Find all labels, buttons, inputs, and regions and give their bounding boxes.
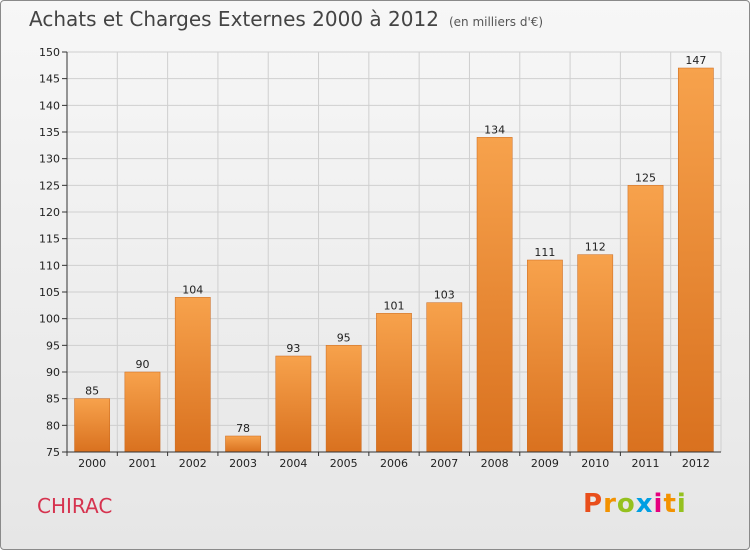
y-tick-label: 115 [39, 233, 60, 246]
bar-value-label: 103 [434, 289, 455, 302]
x-tick-label: 2010 [581, 457, 609, 470]
logo-letter: t [663, 489, 677, 519]
y-tick-label: 140 [39, 99, 60, 112]
bar [476, 137, 513, 453]
bar-value-label: 112 [585, 241, 606, 254]
x-tick-label: 2000 [78, 457, 106, 470]
y-tick-label: 120 [39, 206, 60, 219]
chart-title: Achats et Charges Externes 2000 à 2012 (e… [29, 7, 543, 31]
y-tick-label: 100 [39, 313, 60, 326]
bar [225, 435, 261, 453]
logo-letter: x [635, 489, 654, 519]
bar [74, 398, 111, 453]
x-tick-label: 2011 [632, 457, 660, 470]
x-tick-label: 2001 [128, 457, 156, 470]
logo-letter: i [676, 489, 687, 519]
bar-value-label: 101 [384, 299, 405, 312]
y-tick-label: 150 [39, 46, 60, 59]
logo-letter: r [603, 489, 617, 519]
bar [124, 371, 161, 453]
x-tick-label: 2002 [179, 457, 207, 470]
bar [627, 185, 664, 453]
x-tick-label: 2003 [229, 457, 257, 470]
bar [174, 297, 211, 453]
y-tick-label: 75 [46, 446, 60, 459]
chart-subtitle: (en milliers d'€) [448, 15, 544, 29]
logo-letter: P [583, 489, 604, 519]
y-tick-label: 110 [39, 259, 60, 272]
proxiti-logo: Proxiti [583, 489, 687, 519]
bar-value-label: 147 [685, 54, 706, 67]
x-tick-label: 2009 [531, 457, 559, 470]
y-tick-label: 145 [39, 73, 60, 86]
x-tick-label: 2004 [279, 457, 307, 470]
bar-value-label: 111 [534, 246, 555, 259]
bar-value-label: 134 [484, 123, 505, 136]
bar-value-label: 104 [182, 283, 203, 296]
bar-value-label: 125 [635, 171, 656, 184]
bar [275, 355, 312, 453]
chart-title-text: Achats et Charges Externes 2000 à 2012 [29, 7, 439, 31]
y-tick-label: 105 [39, 286, 60, 299]
bar-value-label: 95 [337, 331, 351, 344]
logo-letter: o [616, 489, 636, 519]
x-tick-label: 2005 [330, 457, 358, 470]
bar-value-label: 90 [135, 358, 149, 371]
bar [426, 302, 463, 453]
y-tick-label: 130 [39, 153, 60, 166]
y-tick-label: 85 [46, 393, 60, 406]
bar [527, 259, 563, 453]
x-tick-label: 2006 [380, 457, 408, 470]
logo-letter: i [653, 489, 664, 519]
bar [677, 67, 714, 453]
y-tick-label: 125 [39, 179, 60, 192]
x-tick-label: 2007 [430, 457, 458, 470]
bars: 85 90 104 78 93 95 101 103 134 111 112 125 147 [74, 54, 714, 453]
axes: 75 80 85 90 95 100 105 110 115 120 125 130 135 140 145… [39, 46, 721, 470]
y-tick-label: 90 [46, 366, 60, 379]
bar [325, 345, 362, 453]
bar-value-label: 85 [85, 385, 99, 398]
y-tick-label: 80 [46, 419, 60, 432]
bar-value-label: 78 [236, 422, 250, 435]
bar [577, 254, 614, 453]
bar-value-label: 93 [286, 342, 300, 355]
bar [376, 313, 412, 453]
y-tick-label: 135 [39, 126, 60, 139]
x-tick-label: 2008 [481, 457, 509, 470]
commune-name: CHIRAC [37, 494, 113, 518]
x-tick-label: 2012 [682, 457, 710, 470]
y-tick-label: 95 [46, 339, 60, 352]
